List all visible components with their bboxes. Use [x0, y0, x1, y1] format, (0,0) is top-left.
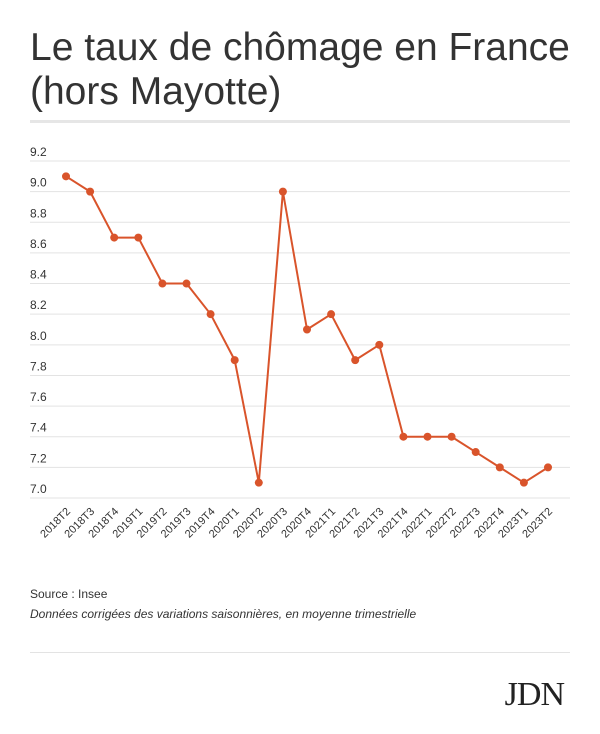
jdn-logo: JDN [504, 676, 565, 713]
data-point [423, 432, 432, 441]
data-point [86, 187, 95, 196]
data-point [303, 325, 311, 334]
y-tick-label: 9.2 [30, 145, 47, 159]
y-tick-label: 7.4 [30, 421, 47, 435]
data-point [62, 172, 70, 181]
data-point [327, 310, 336, 319]
data-point [254, 478, 263, 487]
title-divider [30, 120, 570, 123]
data-point [351, 356, 360, 365]
data-point [134, 233, 143, 242]
y-tick-label: 9.0 [30, 176, 47, 190]
data-point [230, 356, 239, 365]
y-tick-label: 7.0 [30, 482, 47, 496]
y-tick-label: 7.6 [30, 390, 47, 404]
y-axis-tick-labels: 7.0 7.2 7.4 7.6 7.8 8.0 8.2 8.4 8.6 8.8 9.0 9.2 [30, 145, 47, 496]
data-point [278, 187, 287, 196]
data-point [399, 432, 408, 441]
y-tick-label: 8.6 [30, 237, 47, 251]
y-tick-label: 8.8 [30, 206, 47, 220]
data-point [471, 448, 480, 457]
data-point [182, 279, 191, 288]
data-point [495, 463, 504, 472]
line-chart: 7.0 7.2 7.4 7.6 7.8 8.0 8.2 8.4 8.6 8.8 9.0 9.2 201… [0, 130, 600, 570]
data-point [206, 310, 215, 319]
source-text: Source : Insee [30, 587, 108, 601]
footer-divider [30, 652, 570, 653]
data-point [544, 463, 552, 472]
data-point [158, 279, 167, 288]
data-note: Données corrigées des variations saisonn… [30, 607, 417, 621]
y-tick-label: 8.0 [30, 329, 47, 343]
series-unemployment-rate [62, 172, 552, 487]
data-point [110, 233, 119, 242]
grid-lines [30, 160, 570, 499]
data-point [375, 340, 384, 349]
y-tick-label: 7.2 [30, 451, 47, 465]
data-point [447, 432, 456, 441]
x-axis-tick-labels: 2018T22018T32018T42019T12019T22019T32019… [38, 506, 555, 541]
chart-title: Le taux de chômage en France (hors Mayot… [30, 26, 570, 113]
y-tick-label: 7.8 [30, 359, 47, 373]
data-point [519, 478, 528, 487]
y-tick-label: 8.4 [30, 268, 47, 282]
chart-canvas: 7.0 7.2 7.4 7.6 7.8 8.0 8.2 8.4 8.6 8.8 9.0 9.2 201… [30, 145, 570, 541]
y-tick-label: 8.2 [30, 298, 47, 312]
